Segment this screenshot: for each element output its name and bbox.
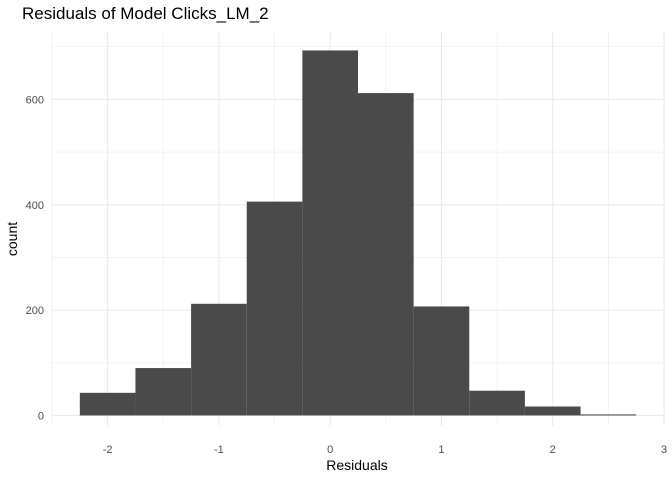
y-tick-label: 400 — [26, 200, 44, 212]
x-tick-label: 2 — [550, 444, 556, 456]
histogram-bar-5 — [358, 93, 414, 416]
histogram-bars — [79, 50, 637, 416]
x-tick-label: -1 — [214, 444, 224, 456]
histogram-bar-6 — [413, 306, 470, 416]
histogram-bar-0 — [79, 392, 136, 416]
histogram-bar-1 — [135, 368, 192, 416]
y-axis-title: count — [4, 222, 20, 256]
x-tick-label: -2 — [103, 444, 113, 456]
y-tick-label: 200 — [26, 305, 44, 317]
y-tick-label: 0 — [38, 410, 44, 422]
y-tick-label: 600 — [26, 94, 44, 106]
histogram-bar-8 — [524, 406, 581, 416]
x-tick-label: 1 — [438, 444, 444, 456]
histogram-bar-4 — [302, 50, 358, 416]
x-axis-title: Residuals — [326, 457, 387, 473]
x-tick-label: 3 — [661, 444, 667, 456]
histogram-bar-9 — [580, 414, 637, 416]
chart-title: Residuals of Model Clicks_LM_2 — [22, 4, 269, 23]
x-tick-label: 0 — [327, 444, 333, 456]
x-axis-ticks: -2 -1 0 1 2 3 — [103, 444, 667, 456]
histogram-bar-2 — [191, 303, 247, 416]
y-axis-ticks: 0 200 400 600 — [26, 94, 44, 422]
histogram-bar-7 — [469, 390, 525, 416]
histogram-bar-3 — [246, 201, 303, 416]
